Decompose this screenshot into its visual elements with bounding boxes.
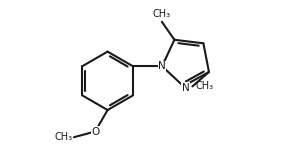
Text: CH₃: CH₃ [54, 132, 72, 142]
Text: N: N [182, 83, 190, 93]
Text: CH₃: CH₃ [195, 81, 213, 91]
Text: O: O [91, 127, 99, 137]
Text: N: N [158, 61, 166, 71]
Text: CH₃: CH₃ [153, 10, 171, 20]
